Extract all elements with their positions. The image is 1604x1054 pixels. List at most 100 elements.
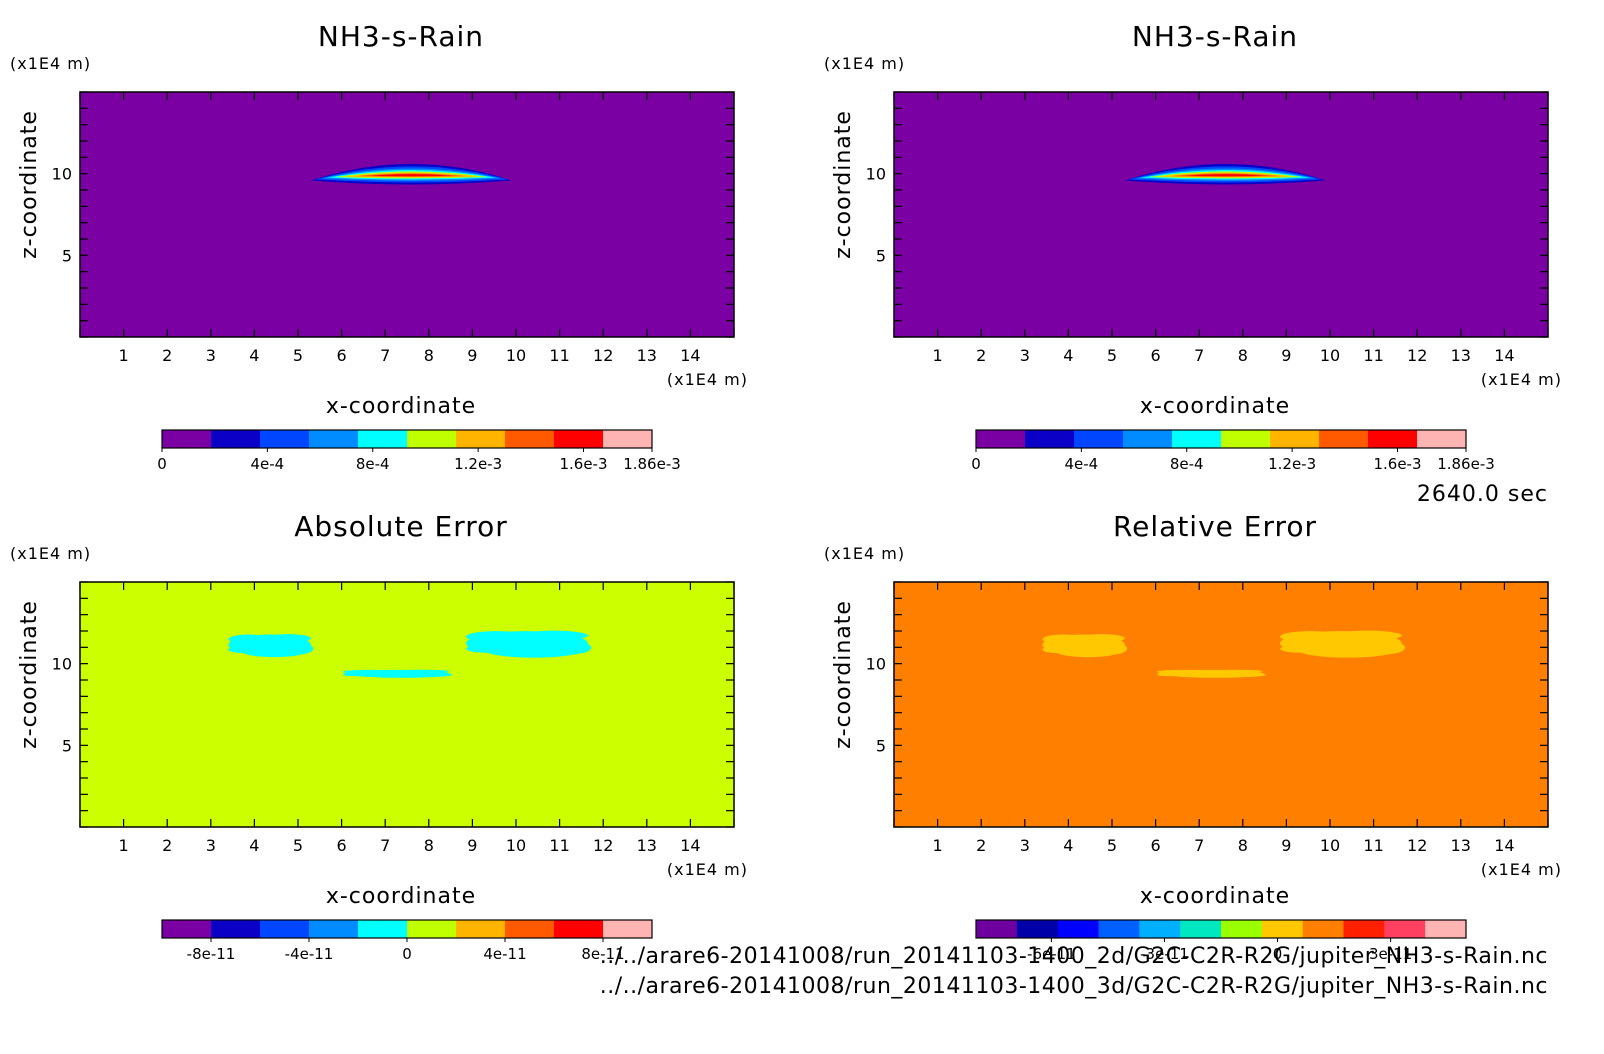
chart-title: Relative Error — [1113, 510, 1317, 543]
x-tick-label: 13 — [637, 836, 657, 855]
colorbar-swatch — [309, 430, 359, 448]
footer-file-3d: ../../arare6-20141008/run_20141103-1400_… — [599, 974, 1548, 999]
x-tick-label: 13 — [637, 346, 657, 365]
colorbar-frame — [975, 429, 1467, 449]
x-tick-label: 5 — [293, 346, 303, 365]
time-label: 2640.0 sec — [1416, 482, 1548, 507]
x-tick-label: 14 — [680, 836, 700, 855]
y-tick-label: 5 — [876, 246, 886, 265]
x-tick-label: 12 — [593, 836, 613, 855]
colorbar-swatch — [358, 430, 408, 448]
x-axis-label: x-coordinate — [1140, 394, 1290, 419]
y-tick-label: 5 — [62, 246, 72, 265]
x-tick-label: 9 — [1281, 836, 1291, 855]
colorbar-tick-label: -8e-11 — [187, 945, 236, 963]
colorbar-tick-label: 8e-11 — [581, 945, 624, 963]
colorbar-tick-label: 1.2e-3 — [454, 455, 502, 473]
x-tick-label: 10 — [506, 836, 526, 855]
x-axis-label: x-coordinate — [326, 394, 476, 419]
y-tick-label: 5 — [62, 736, 72, 755]
y-unit-label: (x1E4 m) — [824, 54, 905, 73]
x-tick-label: 1 — [119, 836, 129, 855]
y-axis-label: z-coordinate — [17, 600, 42, 749]
x-tick-label: 6 — [337, 346, 347, 365]
colorbar-swatch — [1123, 430, 1173, 448]
y-axis-label: z-coordinate — [831, 600, 856, 749]
colorbar-swatch — [211, 920, 261, 938]
x-unit-label: (x1E4 m) — [667, 860, 748, 879]
x-tick-label: 14 — [680, 346, 700, 365]
chart-title: NH3-s-Rain — [1132, 20, 1298, 53]
colorbar-swatch — [1139, 920, 1181, 938]
colorbar-swatch — [162, 430, 212, 448]
x-tick-label: 11 — [1363, 836, 1383, 855]
rain-layer-8 — [1185, 174, 1266, 177]
x-tick-label: 12 — [1407, 346, 1427, 365]
error-patch-1-2 — [1042, 634, 1084, 644]
y-unit-label: (x1E4 m) — [10, 544, 91, 563]
heatmap-field — [894, 582, 1548, 827]
error-patch-1-5 — [228, 646, 256, 653]
colorbar-swatch — [456, 430, 506, 448]
colorbar-tick-label: 8e-4 — [1170, 455, 1204, 473]
colorbar-tick-label: 4e-4 — [251, 455, 285, 473]
colorbar-swatch — [358, 920, 408, 938]
colorbar-swatch — [1074, 430, 1124, 448]
plot-frame — [893, 91, 1549, 338]
x-tick-label: 13 — [1451, 346, 1471, 365]
x-tick-label: 3 — [206, 346, 216, 365]
colorbar-tick-label: 1.6e-3 — [1373, 455, 1421, 473]
colorbar-tick-label: -6e-11 — [1027, 945, 1076, 963]
error-patch-2-2 — [1157, 669, 1211, 674]
error-patch-3-2 — [466, 631, 527, 643]
x-tick-label: 4 — [1063, 836, 1073, 855]
x-tick-label: 2 — [976, 836, 986, 855]
colorbar-tick-label: 1.86e-3 — [1437, 455, 1495, 473]
colorbar-swatch — [407, 920, 457, 938]
x-tick-label: 12 — [1407, 836, 1427, 855]
x-tick-label: 9 — [467, 836, 477, 855]
error-patch-1-6 — [285, 643, 314, 655]
colorbar-swatch — [1343, 920, 1385, 938]
heatmap-field — [80, 92, 734, 337]
colorbar-swatch — [456, 920, 506, 938]
x-tick-label: 14 — [1494, 836, 1514, 855]
x-tick-label: 4 — [249, 346, 259, 365]
error-patch-3-5 — [1280, 644, 1321, 653]
x-tick-label: 4 — [1063, 346, 1073, 365]
colorbar-swatch — [407, 430, 457, 448]
x-tick-label: 14 — [1494, 346, 1514, 365]
y-unit-label: (x1E4 m) — [10, 54, 91, 73]
x-tick-label: 9 — [1281, 346, 1291, 365]
colorbar-tick-label: 1.2e-3 — [1268, 455, 1316, 473]
error-patch-2-5 — [343, 673, 379, 677]
x-tick-label: 1 — [119, 346, 129, 365]
x-tick-label: 11 — [1363, 346, 1383, 365]
x-tick-label: 8 — [1238, 836, 1248, 855]
colorbar-swatch — [211, 430, 261, 448]
colorbar-swatch — [554, 430, 604, 448]
colorbar-swatch — [505, 920, 555, 938]
error-patch-1-6 — [1099, 643, 1128, 655]
colorbar-swatch — [260, 430, 310, 448]
colorbar-swatch — [1180, 920, 1222, 938]
x-tick-label: 8 — [424, 346, 434, 365]
chart-title: NH3-s-Rain — [318, 20, 484, 53]
colorbar-swatch — [554, 920, 604, 938]
x-tick-label: 5 — [293, 836, 303, 855]
colorbar-swatch — [505, 430, 555, 448]
colorbar-tick-label: -4e-11 — [285, 945, 334, 963]
colorbar-swatch — [603, 920, 653, 938]
colorbar-tick-label: 4e-4 — [1065, 455, 1099, 473]
x-tick-label: 10 — [1320, 346, 1340, 365]
error-patch-3-6 — [1364, 641, 1406, 655]
x-tick-label: 1 — [933, 836, 943, 855]
colorbar-swatch — [1098, 920, 1140, 938]
error-patch-1-3 — [1079, 634, 1125, 643]
error-patch-1-2 — [228, 634, 270, 644]
footer-file-2d: ../../arare6-20141008/run_20141103-1400_… — [599, 944, 1548, 969]
x-tick-label: 12 — [593, 346, 613, 365]
x-tick-label: 6 — [1151, 346, 1161, 365]
colorbar-tick-label: 0 — [157, 455, 167, 473]
x-tick-label: 3 — [206, 836, 216, 855]
